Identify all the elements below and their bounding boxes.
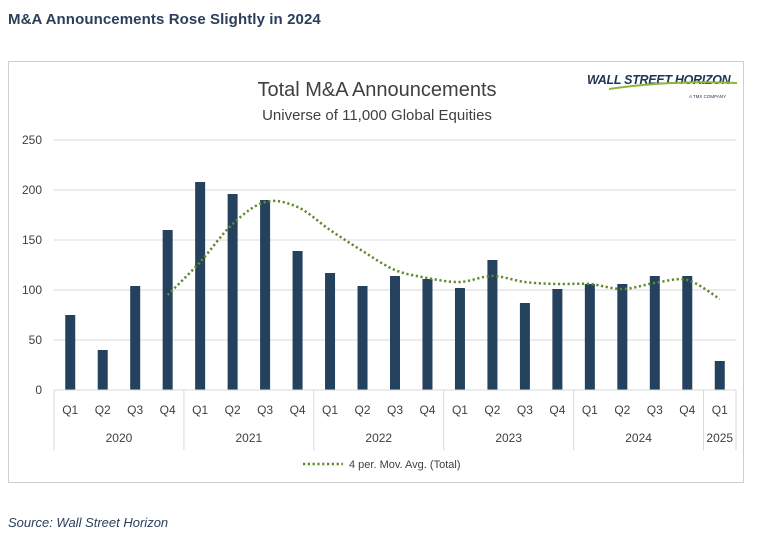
bar [454,288,465,390]
moving-average-series [166,199,721,301]
bar [260,200,271,390]
page-heading: M&A Announcements Rose Slightly in 2024 [8,11,321,28]
x-year-label: 2020 [106,431,133,445]
bar [487,260,498,390]
x-tick-label: Q4 [549,403,565,417]
y-tick-label: 200 [22,183,42,197]
x-tick-label: Q1 [582,403,598,417]
bar [552,289,563,390]
x-tick-label: Q4 [679,403,695,417]
y-tick-label: 100 [22,283,42,297]
chart-subtitle: Universe of 11,000 Global Equities [262,107,492,124]
x-tick-label: Q2 [484,403,500,417]
x-year-label: 2025 [706,431,733,445]
bar [519,303,530,390]
y-tick-label: 150 [22,233,42,247]
x-tick-label: Q4 [419,403,435,417]
x-tick-label: Q1 [322,403,338,417]
legend-label: 4 per. Mov. Avg. (Total) [349,459,460,471]
bar [682,276,693,390]
bar [390,276,400,390]
x-axis: Q1 Q2 Q3 Q4 Q1 Q2 Q3 Q4 Q1 Q2 Q3 Q4 Q1 Q2 Q3 Q4 Q1 Q2 Q3 Q4… [53,389,737,450]
bar [422,279,433,390]
x-tick-label: Q2 [614,403,630,417]
x-tick-label: Q2 [355,403,371,417]
x-tick-label: Q1 [712,403,728,417]
x-tick-label: Q4 [160,403,176,417]
x-year-label: 2022 [365,431,392,445]
x-year-label: 2023 [495,431,522,445]
logo-swoosh-icon [608,81,738,90]
bar [649,276,660,390]
y-tick-label: 250 [22,133,42,147]
legend: 4 per. Mov. Avg. (Total) [303,459,460,471]
source-note: Source: Wall Street Horizon [8,515,169,530]
y-axis-ticks: 0 50 100 150 200 250 [22,133,42,397]
x-tick-label: Q3 [257,403,273,417]
moving-average-line [166,199,721,301]
logo-name: WALL STREET HORIZON [587,73,732,87]
x-year-label: 2021 [236,431,263,445]
chart-frame: Total M&A Announcements Universe of 11,0… [8,61,744,483]
x-tick-label: Q3 [127,403,143,417]
x-tick-label: Q1 [452,403,468,417]
logo-tagline: A TMX COMPANY [689,94,726,99]
x-tick-label: Q1 [62,403,78,417]
bar [584,284,595,390]
bar-series [65,182,725,390]
y-tick-label: 0 [35,383,42,397]
x-tick-label: Q1 [192,403,208,417]
x-tick-label: Q3 [387,403,403,417]
bar [357,286,368,390]
bar [617,284,628,390]
wall-street-horizon-logo: WALL STREET HORIZON A TMX COMPANY [587,73,738,99]
ma-announcements-chart: Total M&A Announcements Universe of 11,0… [22,73,738,471]
x-year-label: 2024 [625,431,652,445]
x-tick-label: Q2 [225,403,241,417]
bar [195,182,206,390]
bar [227,194,238,390]
x-tick-label: Q2 [95,403,111,417]
bar [97,350,108,390]
x-tick-label: Q4 [290,403,306,417]
bar [65,315,76,390]
y-tick-label: 50 [29,333,43,347]
x-tick-label: Q3 [517,403,533,417]
x-tick-label: Q3 [647,403,663,417]
bar [292,251,303,390]
bar [162,230,173,390]
bar [325,273,336,390]
bar [130,286,141,390]
bar [714,361,725,390]
chart-title: Total M&A Announcements [257,79,496,101]
